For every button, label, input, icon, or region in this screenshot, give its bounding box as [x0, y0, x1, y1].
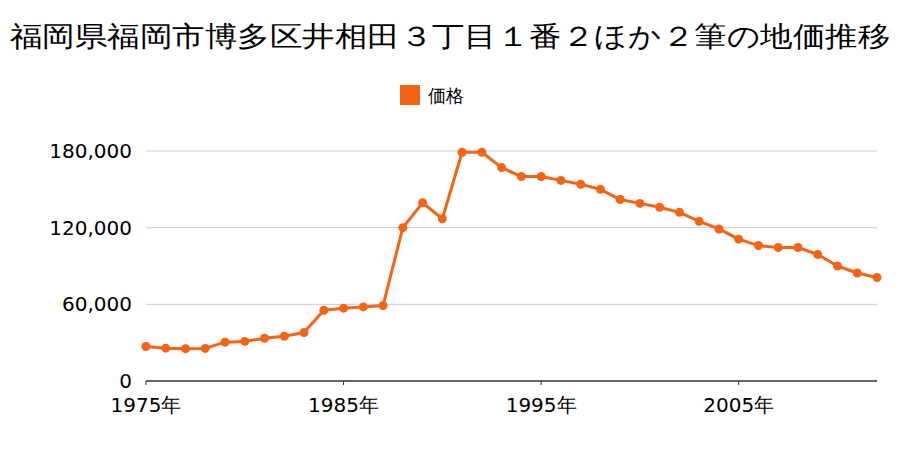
point — [319, 306, 328, 315]
point — [497, 163, 506, 172]
point — [517, 172, 526, 181]
point — [181, 344, 190, 353]
grid-line — [146, 227, 877, 228]
point — [714, 224, 723, 233]
legend: 価格 — [400, 85, 464, 106]
x-tick — [146, 381, 147, 385]
point — [537, 172, 546, 181]
point — [339, 304, 348, 313]
x-tick-label: 1995年 — [506, 393, 577, 417]
point — [221, 338, 230, 347]
point — [793, 243, 802, 252]
point — [695, 217, 704, 226]
plot-area — [142, 148, 882, 353]
point — [813, 250, 822, 259]
point — [635, 199, 644, 208]
x-tick-label: 2005年 — [703, 393, 774, 417]
point — [142, 342, 151, 351]
point — [833, 262, 842, 271]
x-tick — [738, 381, 739, 385]
y-tick-label: 120,000 — [49, 216, 132, 240]
point — [873, 273, 882, 282]
x-tick — [541, 381, 542, 385]
point — [201, 344, 210, 353]
chart: 福岡県福岡市博多区井相田３丁目１番２ほか２筆の地価推移価格 0 60,000 120,… — [0, 0, 900, 450]
point — [576, 180, 585, 189]
point — [596, 185, 605, 194]
point — [161, 344, 170, 353]
grid-line — [146, 151, 877, 152]
point — [556, 176, 565, 185]
x-tick — [343, 381, 344, 385]
point — [754, 241, 763, 250]
line — [146, 152, 877, 348]
title: 福岡県福岡市博多区井相田３丁目１番２ほか２筆の地価推移 — [10, 20, 890, 53]
point — [675, 208, 684, 217]
point — [379, 301, 388, 310]
point — [418, 198, 427, 207]
y-tick-label: 180,000 — [49, 139, 132, 163]
point — [438, 214, 447, 223]
point — [774, 243, 783, 252]
x-axis — [146, 381, 877, 382]
grid-line — [146, 381, 877, 382]
point — [260, 334, 269, 343]
point — [398, 223, 407, 232]
x-tick-label: 1975年 — [111, 393, 182, 417]
point — [458, 148, 467, 157]
point — [477, 148, 486, 157]
background — [0, 0, 900, 450]
x-tick-label: 1985年 — [308, 393, 379, 417]
point — [616, 195, 625, 204]
grid-line — [146, 304, 877, 305]
legend-swatch — [400, 85, 420, 105]
y-tick-label: 60,000 — [62, 292, 132, 316]
point — [280, 332, 289, 341]
point — [655, 203, 664, 212]
point — [359, 302, 368, 311]
y-tick-label: 0 — [119, 369, 132, 393]
point — [240, 337, 249, 346]
point — [734, 235, 743, 244]
legend-label: 価格 — [428, 85, 464, 106]
point — [853, 269, 862, 278]
point — [300, 328, 309, 337]
